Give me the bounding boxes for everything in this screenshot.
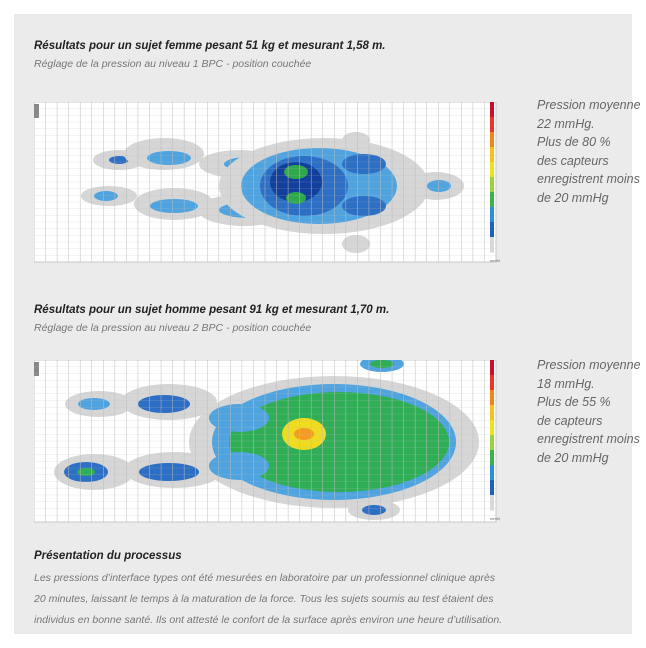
legend-swatch [490, 102, 494, 118]
legend-swatch [490, 450, 494, 466]
legend-scale-1: mmHg [490, 102, 502, 268]
legend-swatch [490, 237, 494, 253]
legend-swatch [490, 177, 494, 193]
legend-swatch [490, 360, 494, 376]
legend-swatch [490, 375, 494, 391]
legend-swatch [490, 117, 494, 133]
summary-line: Plus de 80 % [537, 135, 611, 149]
legend-swatch [490, 162, 494, 178]
pressure-map-1-svg [34, 102, 497, 263]
summary-line: de capteurs [537, 413, 603, 428]
legend-swatch [490, 435, 494, 451]
legend-swatch [490, 480, 494, 496]
summary-line: 18 mmHg. [537, 376, 595, 391]
legend-swatch [490, 495, 494, 511]
legend-unit: mmHg [490, 516, 500, 521]
summary-line: de 20 mmHg [537, 450, 609, 465]
section1-title: Résultats pour un sujet femme pesant 51 … [34, 40, 386, 52]
legend-scale-2: mmHg [490, 360, 502, 526]
section2-summary: Pression moyenne 18 mmHg. Plus de 55 % d… [537, 356, 646, 467]
pressure-map-1 [34, 102, 508, 268]
summary-line: Pression moyenne [537, 358, 641, 372]
legend-swatch [490, 420, 494, 436]
legend-swatch [490, 147, 494, 163]
process-line: individus en bonne santé. Ils ont attest… [34, 614, 503, 626]
process-line: Les pressions d’interface types ont été … [34, 572, 496, 584]
legend-scale-1-svg: mmHg [490, 102, 502, 263]
summary-line: de 20 mmHg [537, 190, 609, 205]
summary-line: des capteurs [537, 153, 609, 168]
legend-swatch [490, 192, 494, 208]
legend-swatch [490, 207, 494, 223]
pressure-map-2-svg [34, 360, 497, 523]
legend-swatch [490, 132, 494, 148]
legend-swatch [490, 222, 494, 238]
process-title: Présentation du processus [34, 550, 182, 562]
section2-subtitle: Réglage de la pression au niveau 2 BPC -… [34, 322, 312, 334]
legend-unit: mmHg [490, 258, 500, 263]
summary-line: enregistrent moins [537, 432, 640, 446]
summary-line: Pression moyenne [537, 98, 641, 112]
legend-swatch [490, 390, 494, 406]
process-line: 20 minutes, laissant le temps à la matur… [34, 593, 494, 605]
section1-summary: Pression moyenne 22 mmHg. Plus de 80 % d… [537, 96, 646, 207]
summary-line: Plus de 55 % [537, 395, 611, 409]
section1-subtitle: Réglage de la pression au niveau 1 BPC -… [34, 58, 312, 70]
summary-line: enregistrent moins [537, 172, 640, 186]
legend-swatch [490, 405, 494, 421]
legend-scale-2-svg: mmHg [490, 360, 502, 521]
pressure-map-2 [34, 360, 508, 526]
process-description: Les pressions d’interface types ont été … [34, 568, 634, 631]
legend-swatch [490, 465, 494, 481]
summary-line: 22 mmHg. [537, 116, 595, 131]
section2-title: Résultats pour un sujet homme pesant 91 … [34, 304, 390, 316]
